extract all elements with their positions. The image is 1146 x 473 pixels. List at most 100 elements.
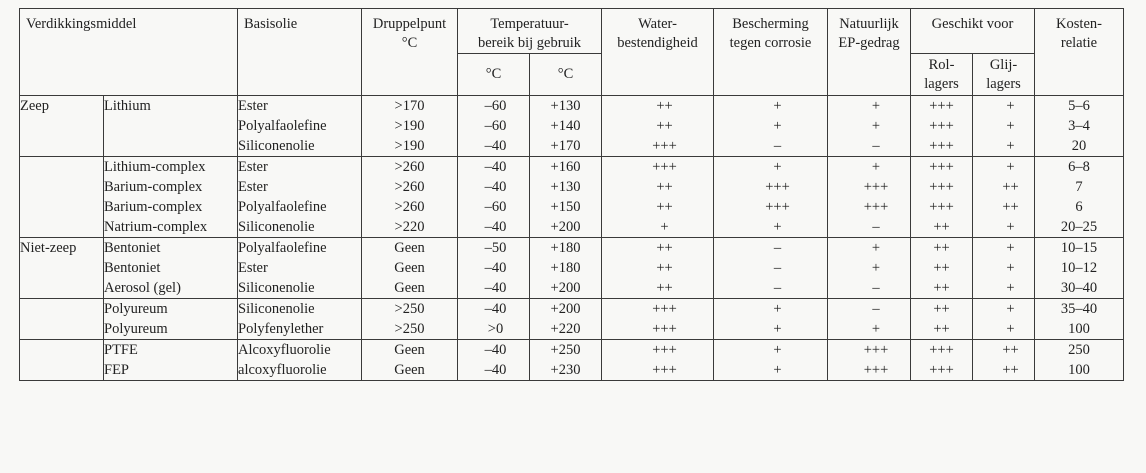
corrosion-protection-cell: – – – <box>713 237 829 299</box>
ep-behaviour-value: +++ <box>863 342 889 358</box>
temp-max-value: +200 <box>550 219 581 235</box>
corrosion-protection-value: + <box>773 342 782 358</box>
plain-bearings-cell: ++ ++ <box>972 339 1036 381</box>
category-label: Niet-zeep <box>20 240 77 256</box>
dropping-point-value: >170 <box>394 98 425 114</box>
thickener-type-value: Lithium <box>104 98 151 114</box>
cost-relation-value: 5–6 <box>1068 98 1090 114</box>
plain-bearings-value: + <box>1006 240 1015 256</box>
cost-relation-value: 100 <box>1068 362 1090 378</box>
roller-bearings-value: ++ <box>933 280 950 296</box>
roller-bearings-cell: ++ ++ ++ <box>910 237 974 299</box>
base-oil-cell: Siliconenolie Polyfenylether <box>237 298 363 340</box>
plain-bearings-value: + <box>1006 280 1015 296</box>
plain-bearings-value: ++ <box>1002 362 1019 378</box>
thickener-type-value: Polyureum <box>104 321 168 337</box>
dropping-point-value: >250 <box>394 301 425 317</box>
thickener-type-cell: Polyureum Polyureum <box>102 298 239 340</box>
plain-bearings-value: + <box>1006 159 1015 175</box>
roller-bearings-value: +++ <box>929 199 954 215</box>
thickener-type-cell: Lithium-complex Barium-complex Barium-comp… <box>102 156 239 238</box>
dropping-point-value: >190 <box>394 118 425 134</box>
header-basisolie: Basisolie <box>237 8 363 96</box>
header-rol: Rol- lagers <box>910 53 974 96</box>
cost-relation-cell: 35–40 100 <box>1034 298 1125 340</box>
corrosion-protection-value: – <box>773 260 782 276</box>
plain-bearings-value: + <box>1006 138 1015 154</box>
base-oil-cell: Alcoxyfluorolie alcoxyfluorolie <box>237 339 363 381</box>
corrosion-protection-value: + <box>773 301 782 317</box>
category-cell <box>19 298 104 340</box>
temp-min-value: –40 <box>484 260 507 276</box>
temp-min-cell: –40 >0 <box>457 298 531 340</box>
ep-behaviour-value: +++ <box>863 199 889 215</box>
cost-relation-value: 6 <box>1075 199 1083 215</box>
header-rol-line1: Rol- <box>928 56 955 73</box>
dropping-point-value: Geen <box>394 240 425 256</box>
temp-min-value: –40 <box>484 159 507 175</box>
thickener-type-value: Barium-complex <box>104 179 203 195</box>
temp-max-value: +140 <box>550 118 581 134</box>
base-oil-value: Siliconenolie <box>238 138 315 154</box>
ep-behaviour-cell: +++ +++ <box>827 339 912 381</box>
plain-bearings-cell: + + + <box>972 95 1036 157</box>
plain-bearings-value: + <box>1006 219 1015 235</box>
header-water: Water- bestendigheid <box>601 8 715 96</box>
water-resistance-value: + <box>660 219 669 235</box>
corrosion-protection-value: – <box>773 138 782 154</box>
header-temp-min-unit: °C <box>457 53 531 96</box>
base-oil-value: Polyfenylether <box>238 321 324 337</box>
plain-bearings-cell: + ++ ++ + <box>972 156 1036 238</box>
water-resistance-value: +++ <box>652 301 677 317</box>
corrosion-protection-value: + <box>773 159 782 175</box>
header-druppelpunt: Druppelpunt °C <box>361 8 459 96</box>
temp-min-cell: –40 –40 <box>457 339 531 381</box>
roller-bearings-cell: +++ +++ +++ ++ <box>910 156 974 238</box>
roller-bearings-value: ++ <box>933 240 950 256</box>
header-ep-line1: Natuurlijk <box>839 16 899 32</box>
table-row-group: PTFE FEP Alcoxyfluorolie alcoxyfluorolie Gee… <box>19 339 1125 381</box>
water-resistance-cell: ++ ++ +++ <box>601 95 715 157</box>
roller-bearings-value: +++ <box>929 118 954 134</box>
dropping-point-cell: Geen Geen <box>361 339 459 381</box>
temp-max-value: +130 <box>550 179 581 195</box>
temp-max-value: +200 <box>550 280 581 296</box>
cost-relation-value: 3–4 <box>1068 118 1090 134</box>
table-body: Zeep Lithium Ester Polyalfaolefine Siliconen… <box>19 95 1125 381</box>
corrosion-protection-cell: + + – <box>713 95 829 157</box>
roller-bearings-value: +++ <box>929 362 954 378</box>
temp-max-cell: +130 +140 +170 <box>529 95 603 157</box>
corrosion-protection-value: +++ <box>765 179 790 195</box>
dropping-point-value: >250 <box>394 321 425 337</box>
cost-relation-value: 30–40 <box>1060 280 1098 296</box>
dropping-point-cell: >250 >250 <box>361 298 459 340</box>
temp-max-value: +130 <box>550 98 581 114</box>
header-water-line1: Water- <box>638 16 677 32</box>
table-row-group: Zeep Lithium Ester Polyalfaolefine Siliconen… <box>19 95 1125 157</box>
plain-bearings-value: + <box>1006 321 1015 337</box>
category-cell: Zeep <box>19 95 104 157</box>
base-oil-value: Siliconenolie <box>238 219 315 235</box>
ep-behaviour-cell: – + <box>827 298 912 340</box>
water-resistance-value: ++ <box>656 199 673 215</box>
thickener-type-value: Bentoniet <box>104 240 161 256</box>
temp-min-cell: –60 –60 –40 <box>457 95 531 157</box>
header-kosten-line2: relatie <box>1060 35 1098 51</box>
dropping-point-value: >260 <box>394 159 425 175</box>
cost-relation-value: 20–25 <box>1060 219 1098 235</box>
base-oil-value: Siliconenolie <box>238 301 315 317</box>
roller-bearings-value: +++ <box>929 159 954 175</box>
header-corrosie: Bescherming tegen corrosie <box>713 8 829 96</box>
water-resistance-cell: ++ ++ ++ <box>601 237 715 299</box>
temp-min-value: –40 <box>484 179 507 195</box>
temp-max-value: +220 <box>550 321 581 337</box>
corrosion-protection-value: + <box>773 98 782 114</box>
category-label: Zeep <box>20 98 49 114</box>
ep-behaviour-cell: + + – <box>827 95 912 157</box>
water-resistance-value: ++ <box>656 280 673 296</box>
temp-min-value: –40 <box>484 138 507 154</box>
water-resistance-value: ++ <box>656 98 673 114</box>
table-header: Verdikkingsmiddel Basisolie Druppelpunt … <box>18 8 1125 96</box>
header-ep-line2: EP-gedrag <box>838 35 900 51</box>
